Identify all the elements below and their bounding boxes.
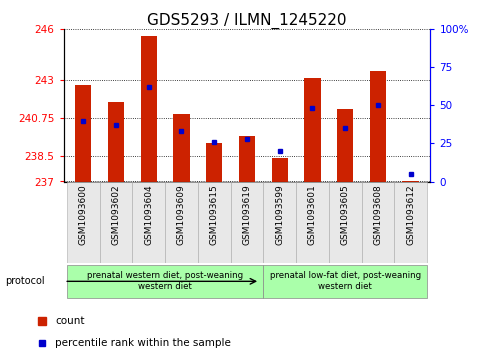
- FancyBboxPatch shape: [393, 182, 426, 263]
- Text: GSM1093619: GSM1093619: [242, 184, 251, 245]
- Text: GSM1093601: GSM1093601: [307, 184, 316, 245]
- Bar: [173, 114, 189, 182]
- FancyBboxPatch shape: [132, 182, 165, 263]
- Bar: [75, 85, 91, 182]
- FancyBboxPatch shape: [295, 182, 328, 263]
- Text: GSM1093609: GSM1093609: [177, 184, 185, 245]
- Text: protocol: protocol: [5, 276, 44, 286]
- FancyBboxPatch shape: [67, 182, 100, 263]
- FancyBboxPatch shape: [67, 265, 263, 298]
- Text: GSM1093615: GSM1093615: [209, 184, 218, 245]
- Bar: [369, 72, 386, 182]
- Title: GDS5293 / ILMN_1245220: GDS5293 / ILMN_1245220: [147, 13, 346, 29]
- FancyBboxPatch shape: [361, 182, 393, 263]
- FancyBboxPatch shape: [263, 265, 426, 298]
- FancyBboxPatch shape: [100, 182, 132, 263]
- Text: GSM1093602: GSM1093602: [111, 184, 120, 245]
- Text: count: count: [55, 316, 84, 326]
- FancyBboxPatch shape: [165, 182, 198, 263]
- FancyBboxPatch shape: [230, 182, 263, 263]
- Text: prenatal low-fat diet, post-weaning
western diet: prenatal low-fat diet, post-weaning west…: [269, 271, 420, 291]
- Text: percentile rank within the sample: percentile rank within the sample: [55, 338, 231, 347]
- Text: GSM1093600: GSM1093600: [79, 184, 87, 245]
- Text: prenatal western diet, post-weaning
western diet: prenatal western diet, post-weaning west…: [87, 271, 243, 291]
- Bar: [140, 36, 157, 182]
- Text: GSM1093612: GSM1093612: [406, 184, 414, 245]
- FancyBboxPatch shape: [328, 182, 361, 263]
- Bar: [107, 102, 124, 182]
- Bar: [271, 158, 287, 182]
- Text: GSM1093604: GSM1093604: [144, 184, 153, 245]
- Text: GSM1093608: GSM1093608: [373, 184, 382, 245]
- Bar: [402, 181, 418, 182]
- Bar: [205, 143, 222, 182]
- Bar: [336, 109, 353, 182]
- FancyBboxPatch shape: [263, 182, 295, 263]
- Text: GSM1093599: GSM1093599: [275, 184, 284, 245]
- Text: GSM1093605: GSM1093605: [340, 184, 349, 245]
- Bar: [304, 78, 320, 182]
- Bar: [238, 136, 255, 182]
- FancyBboxPatch shape: [198, 182, 230, 263]
